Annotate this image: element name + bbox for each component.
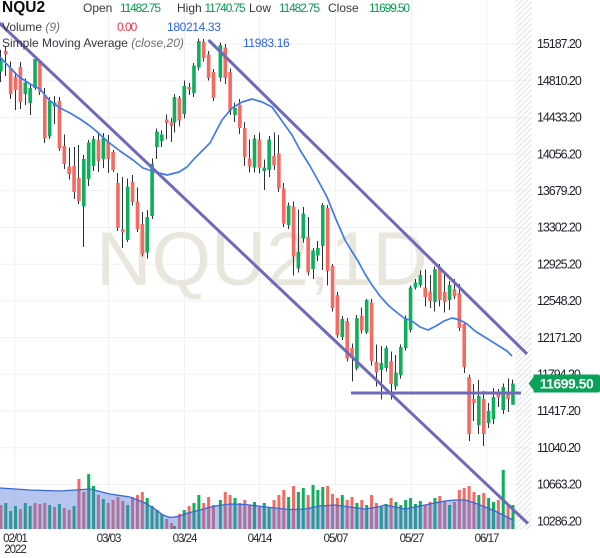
svg-text:02/01: 02/01	[3, 533, 27, 545]
svg-text:15187.20: 15187.20	[537, 37, 582, 51]
svg-text:14056.20: 14056.20	[537, 147, 582, 161]
svg-text:14810.20: 14810.20	[537, 74, 582, 88]
svg-text:11040.20: 11040.20	[537, 441, 581, 455]
svg-text:03/03: 03/03	[97, 533, 121, 545]
svg-text:13679.20: 13679.20	[537, 184, 582, 198]
svg-text:11699.50: 11699.50	[540, 376, 594, 391]
svg-text:NQU2,1D: NQU2,1D	[96, 217, 428, 302]
svg-text:12925.20: 12925.20	[537, 257, 582, 271]
svg-text:12171.20: 12171.20	[537, 331, 582, 345]
svg-text:04/14: 04/14	[248, 533, 273, 545]
svg-text:05/07: 05/07	[324, 533, 348, 545]
svg-text:05/27: 05/27	[400, 533, 424, 545]
svg-text:10663.20: 10663.20	[537, 478, 582, 492]
svg-text:13302.20: 13302.20	[537, 221, 582, 235]
svg-text:03/24: 03/24	[173, 533, 198, 545]
svg-text:11417.20: 11417.20	[537, 404, 581, 418]
svg-text:06/17: 06/17	[475, 533, 499, 545]
svg-text:12548.20: 12548.20	[537, 294, 582, 308]
svg-text:10286.20: 10286.20	[537, 514, 582, 528]
svg-text:14433.20: 14433.20	[537, 111, 582, 125]
svg-text:2022: 2022	[4, 544, 26, 556]
